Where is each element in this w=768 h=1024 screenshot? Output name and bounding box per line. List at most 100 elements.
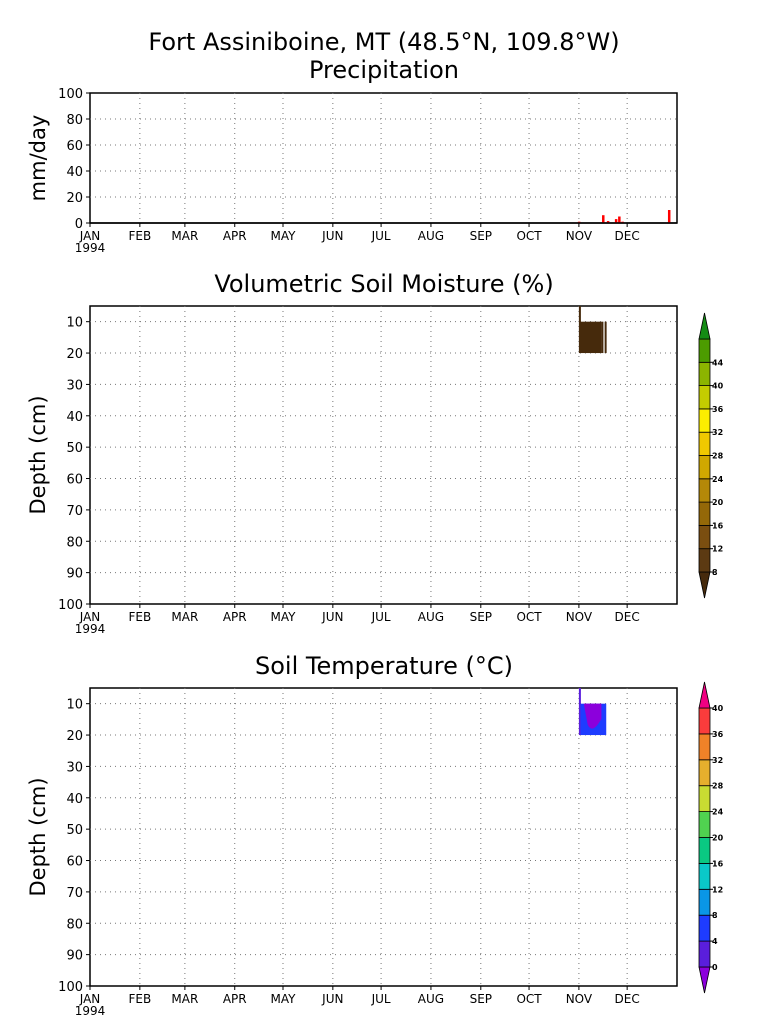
moisture-colorbar-swatch xyxy=(698,361,711,386)
temperature-y-tick-label: 90 xyxy=(66,949,83,964)
temperature-colorbar-label: 24 xyxy=(712,808,724,817)
temperature-data-contour xyxy=(583,703,602,729)
temperature-x-tick-label: AUG xyxy=(418,992,444,1006)
soil-temperature-colorbar: 0 4 8 12 16 20 24 28 32 36 40 xyxy=(698,681,724,994)
precip-x-tick-label: FEB xyxy=(128,229,151,243)
moisture-colorbar-swatch xyxy=(698,385,711,410)
moisture-x-tick-label: JUL xyxy=(371,610,391,624)
precip-x-tick-label: OCT xyxy=(516,229,542,243)
moisture-x-tick-label: APR xyxy=(223,610,247,624)
moisture-x-tick-label: MAR xyxy=(171,610,198,624)
moisture-y-tick-label: 90 xyxy=(66,567,83,582)
moisture-plot-frame xyxy=(89,305,678,605)
temperature-colorbar-arrow-high xyxy=(698,681,711,709)
temperature-colorbar-label: 16 xyxy=(712,859,724,868)
precip-x-tick-label: JUL xyxy=(371,229,391,243)
temperature-title: Soil Temperature (°C) xyxy=(255,652,513,680)
moisture-x-tick-label: NOV xyxy=(566,610,593,624)
moisture-colorbar-swatch xyxy=(698,338,711,363)
moisture-colorbar-swatch xyxy=(698,478,711,503)
precip-title: Precipitation xyxy=(309,56,459,84)
precip-x-year-label: 1994 xyxy=(75,241,106,255)
temperature-x-tick-label: SEP xyxy=(470,992,492,1006)
precipitation-bar xyxy=(614,219,618,223)
temperature-x-tick-label: MAY xyxy=(271,992,297,1006)
precipitation-bar xyxy=(602,215,605,223)
moisture-colorbar-label: 8 xyxy=(712,568,718,577)
temperature-y-tick-label: 40 xyxy=(66,792,83,807)
temperature-y-axis-label: Depth (cm) xyxy=(26,777,50,896)
precip-x-tick-label: JUN xyxy=(321,229,343,243)
precip-x-tick-label: DEC xyxy=(615,229,640,243)
precip-y-axis-label: mm/day xyxy=(26,115,50,202)
moisture-y-tick-label: 10 xyxy=(66,316,83,331)
moisture-colorbar-label: 12 xyxy=(712,545,723,554)
temperature-colorbar-label: 32 xyxy=(712,756,723,765)
moisture-x-tick-label: SEP xyxy=(470,610,492,624)
moisture-colorbar-arrow-high xyxy=(698,312,711,340)
temperature-x-tick-label: JUL xyxy=(371,992,391,1006)
moisture-colorbar-label: 40 xyxy=(712,382,724,391)
moisture-y-tick-label: 30 xyxy=(66,378,83,393)
soil-temperature-chart: JAN FEB MAR APR MAY JUN JUL AUG SEP OCT NOV DEC 1994… xyxy=(26,687,678,1018)
precip-y-tick-label: 20 xyxy=(66,191,83,206)
temperature-colorbar-label: 4 xyxy=(712,937,718,946)
precipitation-bar xyxy=(606,221,610,223)
temperature-y-tick-label: 30 xyxy=(66,760,83,775)
temperature-colorbar-swatch xyxy=(698,733,711,761)
temperature-colorbar-swatch xyxy=(698,837,711,864)
temperature-colorbar-swatch xyxy=(698,888,711,916)
moisture-x-year-label: 1994 xyxy=(75,622,106,636)
temperature-colorbar-swatch xyxy=(698,785,711,813)
moisture-colorbar-label: 32 xyxy=(712,428,723,437)
temperature-colorbar-swatch xyxy=(698,940,711,968)
moisture-colorbar-label: 28 xyxy=(712,452,724,461)
moisture-colorbar-swatch xyxy=(698,548,711,573)
moisture-y-tick-label: 100 xyxy=(58,598,83,613)
moisture-y-axis-label: Depth (cm) xyxy=(26,395,50,514)
moisture-colorbar-label: 44 xyxy=(712,358,724,367)
figure-title: Fort Assiniboine, MT (48.5°N, 109.8°W) xyxy=(148,28,619,56)
moisture-y-tick-label: 20 xyxy=(66,347,83,362)
moisture-colorbar-label: 20 xyxy=(712,498,724,507)
moisture-y-tick-label: 40 xyxy=(66,410,83,425)
soil-moisture-chart: JAN FEB MAR APR MAY JUN JUL AUG SEP OCT NOV DEC 1994… xyxy=(26,305,678,636)
moisture-colorbar-label: 16 xyxy=(712,521,724,530)
temperature-colorbar-swatch xyxy=(698,914,711,942)
precip-y-tick-label: 40 xyxy=(66,165,83,180)
temperature-colorbar-label: 8 xyxy=(712,911,718,920)
temperature-plot-frame xyxy=(89,687,678,987)
moisture-colorbar-swatch xyxy=(698,408,711,433)
moisture-data-cell xyxy=(580,321,602,354)
temperature-colorbar-label: 20 xyxy=(712,834,724,843)
temperature-x-tick-label: MAR xyxy=(171,992,198,1006)
temperature-x-tick-label: NOV xyxy=(566,992,593,1006)
moisture-x-tick-label: AUG xyxy=(418,610,444,624)
temperature-x-tick-label: DEC xyxy=(615,992,640,1006)
precip-y-tick-label: 100 xyxy=(58,87,83,102)
temperature-colorbar-arrow-low xyxy=(698,966,711,994)
precip-x-tick-label: MAY xyxy=(271,229,297,243)
temperature-y-tick-label: 70 xyxy=(66,886,83,901)
moisture-colorbar-swatch xyxy=(698,501,711,526)
precip-x-tick-label: AUG xyxy=(418,229,444,243)
moisture-colorbar-label: 24 xyxy=(712,475,724,484)
temperature-colorbar-swatch xyxy=(698,811,711,838)
moisture-x-tick-label: FEB xyxy=(128,610,151,624)
moisture-y-tick-label: 70 xyxy=(66,504,83,519)
moisture-y-tick-label: 50 xyxy=(66,441,83,456)
temperature-x-tick-label: APR xyxy=(223,992,247,1006)
moisture-y-tick-label: 80 xyxy=(66,535,83,550)
moisture-x-tick-label: OCT xyxy=(516,610,542,624)
moisture-title: Volumetric Soil Moisture (%) xyxy=(214,270,553,298)
moisture-data-cell xyxy=(578,306,581,354)
temperature-y-tick-label: 50 xyxy=(66,823,83,838)
moisture-x-tick-label: MAY xyxy=(271,610,297,624)
moisture-colorbar-swatch xyxy=(698,455,711,480)
temperature-colorbar-label: 40 xyxy=(712,704,724,713)
precip-x-tick-label: MAR xyxy=(171,229,198,243)
temperature-x-tick-label: OCT xyxy=(516,992,542,1006)
temperature-y-tick-label: 100 xyxy=(58,980,83,995)
precip-y-tick-label: 0 xyxy=(75,217,83,232)
